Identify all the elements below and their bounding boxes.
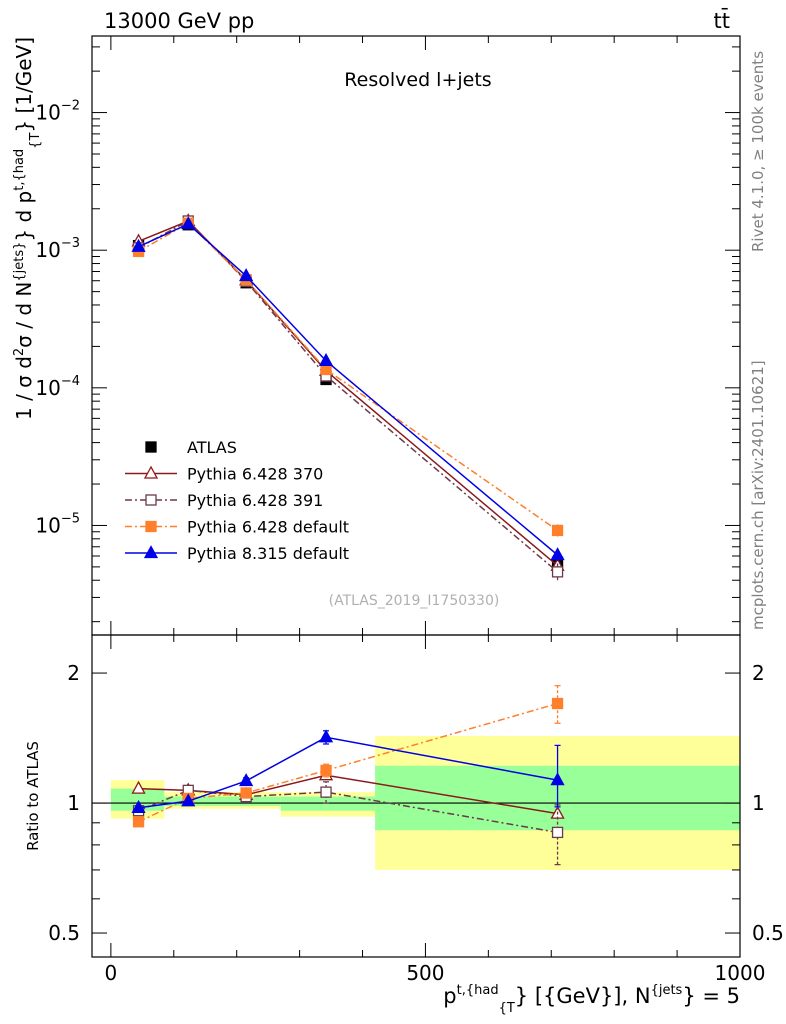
data-point xyxy=(551,524,564,537)
ratio-point xyxy=(240,787,252,799)
ratio-plot-frame xyxy=(91,634,741,958)
legend-marker xyxy=(143,545,159,559)
ratio-point xyxy=(550,772,565,786)
analysis-watermark: (ATLAS_2019_I1750330) xyxy=(329,593,500,609)
ratio-point xyxy=(318,729,334,743)
ratio-y-tick-label: 2 xyxy=(67,661,80,685)
legend-label: Pythia 6.428 default xyxy=(187,518,349,537)
ratio-y-tick-label-right: 2 xyxy=(752,661,765,685)
main-y-tick-label: 10−2 xyxy=(35,99,80,125)
legend-label: Pythia 6.428 391 xyxy=(187,491,323,510)
ylabel-part-c-sup: t,{had xyxy=(12,149,27,191)
legend-marker xyxy=(145,494,157,506)
x-tick-label: 0 xyxy=(105,961,118,985)
x-axis-label: pt,{had{T} [{GeV}], N{jets} = 5 xyxy=(443,983,740,1016)
ratio-point xyxy=(132,816,145,828)
ylabel-part-a-sup: 2 xyxy=(12,348,27,356)
main-series-pythia-8-315-default xyxy=(131,216,565,562)
ylabel-part-a: 1 / σ d xyxy=(12,356,36,420)
ratio-point xyxy=(551,697,564,710)
ratio-inner-band xyxy=(110,788,165,811)
ratio-y-tick-label-right: 1 xyxy=(752,791,765,815)
ratio-point xyxy=(551,826,564,839)
ratio-series-pythia-8-315-default xyxy=(131,729,565,813)
data-point xyxy=(181,216,196,230)
legend: ATLAS Pythia 6.428 370 Pythia 6.428 391 Pyt… xyxy=(125,438,349,563)
main-series-pythia-6-428-default xyxy=(132,217,564,537)
xlabel-p-sub: {T xyxy=(499,1001,515,1016)
main-y-tick-label: 10−4 xyxy=(35,374,80,400)
data-point xyxy=(551,566,564,578)
ylabel-part-c: } d p xyxy=(12,191,36,242)
data-point xyxy=(131,238,146,252)
ratio-point xyxy=(239,773,254,787)
legend-entry-atlas: ATLAS xyxy=(145,438,237,457)
data-point xyxy=(239,268,254,282)
ratio-point xyxy=(320,764,332,777)
ylabel-part-b: σ / d N xyxy=(12,282,36,348)
ratio-series-pythia-6-428-default xyxy=(132,685,564,828)
xlabel-rest: } [{GeV}], N xyxy=(515,984,651,1008)
main-series-group xyxy=(131,213,565,581)
ratio-point xyxy=(181,793,196,807)
ratio-point xyxy=(320,786,332,798)
main-y-axis-label: 1 / σ d2σ / d N{jets}} d pt,{had{T} [1/G… xyxy=(12,37,43,420)
mcplots-reference-label: mcplots.cern.ch [arXiv:2401.10621] xyxy=(749,360,767,630)
legend-marker xyxy=(145,520,157,533)
legend-entry-pythia-8-315-default: Pythia 8.315 default xyxy=(125,544,349,563)
legend-label: Pythia 8.315 default xyxy=(187,544,349,563)
legend-marker xyxy=(143,465,159,479)
ratio-y-tick-label: 0.5 xyxy=(48,921,80,945)
legend-label: Pythia 6.428 370 xyxy=(187,465,323,484)
xlabel-p-sup: t,{had xyxy=(457,983,499,998)
ratio-point xyxy=(131,799,146,813)
x-tick-label: 500 xyxy=(406,961,444,985)
ylabel-part-b-sup: {jets} xyxy=(12,242,27,282)
legend-entry-pythia-6-428-default: Pythia 6.428 default xyxy=(125,518,349,537)
ratio-inner-band xyxy=(164,796,281,806)
ratio-y-tick-label: 1 xyxy=(67,791,80,815)
ratio-axes: 0 500 1000 0.5 0.5 1 1 2 2 xyxy=(48,661,784,985)
x-tick-label: 1000 xyxy=(715,961,766,985)
xlabel-p: p xyxy=(443,984,456,1008)
rivet-version-label: Rivet 4.1.0, ≥ 100k events xyxy=(749,51,767,252)
ratio-plot: 0 500 1000 0.5 0.5 1 1 2 2 Ratio to ATLAS pt,{ha… xyxy=(24,634,784,1016)
xlabel-eq: } = 5 xyxy=(682,984,740,1008)
ratio-point xyxy=(131,780,146,794)
legend-entry-pythia-6-428-370: Pythia 6.428 370 xyxy=(125,465,323,484)
ratio-inner-band xyxy=(280,796,376,811)
ratio-series-line xyxy=(138,702,558,823)
main-axes: 10−5 10−4 10−3 10−2 xyxy=(35,36,741,957)
ratio-y-tick-label-right: 0.5 xyxy=(752,921,784,945)
main-plot-title: Resolved l+jets xyxy=(344,69,491,91)
legend-label: ATLAS xyxy=(187,438,237,457)
ratio-series-group xyxy=(131,685,565,866)
data-point xyxy=(318,353,334,367)
header-energy-label: 13000 GeV pp xyxy=(104,9,254,33)
main-y-tick-label: 10−5 xyxy=(35,511,80,537)
ylabel-part-d: } [1/GeV] xyxy=(12,37,36,133)
series-line xyxy=(138,222,558,532)
ylabel-part-c-sub: {T xyxy=(28,133,43,149)
main-y-tick-label: 10−3 xyxy=(35,236,80,262)
series-line xyxy=(138,220,559,567)
legend-marker xyxy=(145,441,157,453)
ratio-y-axis-label: Ratio to ATLAS xyxy=(24,741,42,851)
main-plot: 10−5 10−4 10−3 10−2 Resolved l+jets (ATLAS_… xyxy=(12,35,741,957)
data-point xyxy=(550,547,565,561)
xlabel-n-sup: {jets xyxy=(651,983,683,998)
legend-entry-pythia-6-428-391: Pythia 6.428 391 xyxy=(125,491,323,510)
header-process-label: tt̄ xyxy=(714,8,730,33)
